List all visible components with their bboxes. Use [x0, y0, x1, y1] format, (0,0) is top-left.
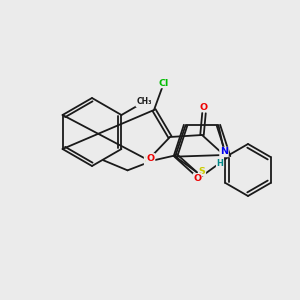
Text: O: O	[200, 103, 208, 112]
Text: O: O	[146, 154, 154, 163]
Text: O: O	[194, 174, 202, 183]
Text: H: H	[217, 160, 224, 169]
Text: Cl: Cl	[159, 79, 169, 88]
Text: CH₃: CH₃	[136, 98, 152, 106]
Text: S: S	[199, 167, 206, 176]
Text: N: N	[220, 148, 228, 157]
Text: S: S	[145, 155, 152, 164]
